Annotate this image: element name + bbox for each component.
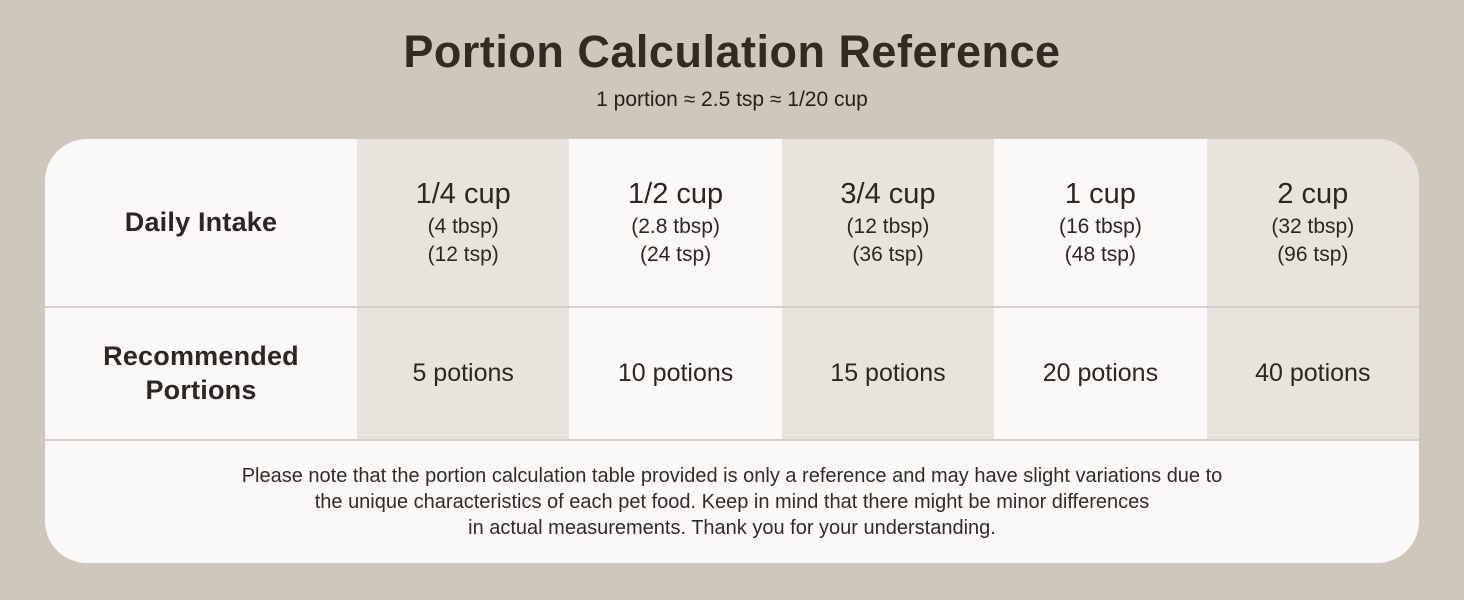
footnote-section: Please note that the portion calculation… bbox=[45, 438, 1419, 563]
portions-cell-two-cup: 40 potions bbox=[1206, 305, 1419, 439]
portions-value: 15 potions bbox=[830, 358, 946, 387]
portions-cell-three-quarter-cup: 15 potions bbox=[781, 305, 995, 439]
portion-table: Daily Intake 1/4 cup (4 tbsp) (12 tsp) 1… bbox=[45, 138, 1419, 563]
intake-cell-quarter-cup: 1/4 cup (4 tbsp) (12 tsp) bbox=[357, 138, 570, 306]
tsp-amount: (12 tsp) bbox=[427, 242, 499, 266]
tsp-amount: (36 tsp) bbox=[852, 242, 924, 266]
tsp-amount: (24 tsp) bbox=[639, 242, 712, 266]
page-title: Portion Calculation Reference bbox=[403, 26, 1061, 77]
cup-amount: 1 cup bbox=[1064, 177, 1136, 210]
portions-cell-quarter-cup: 5 potions bbox=[357, 305, 570, 439]
portions-cell-half-cup: 10 potions bbox=[569, 305, 782, 439]
portions-value: 10 potions bbox=[617, 358, 734, 387]
tbsp-amount: (2.8 tbsp) bbox=[631, 214, 720, 238]
portions-value: 40 potions bbox=[1255, 358, 1371, 387]
portions-value: 5 potions bbox=[412, 358, 514, 387]
intake-cell-three-quarter-cup: 3/4 cup (12 tbsp) (36 tsp) bbox=[781, 138, 995, 306]
intake-cell-half-cup: 1/2 cup (2.8 tbsp) (24 tsp) bbox=[569, 139, 781, 306]
portions-value: 20 potions bbox=[1042, 358, 1159, 387]
cup-amount: 1/4 cup bbox=[415, 177, 511, 210]
tsp-amount: (96 tsp) bbox=[1277, 242, 1349, 266]
tsp-amount: (48 tsp) bbox=[1064, 242, 1136, 266]
daily-intake-header-cell: Daily Intake bbox=[45, 139, 357, 306]
cup-amount: 2 cup bbox=[1277, 177, 1349, 210]
cup-amount: 1/2 cup bbox=[628, 177, 724, 210]
cup-amount: 3/4 cup bbox=[840, 177, 936, 210]
intake-cell-two-cup: 2 cup (32 tbsp) (96 tsp) bbox=[1206, 138, 1419, 306]
tbsp-amount: (12 tbsp) bbox=[846, 214, 930, 238]
portions-cell-one-cup: 20 potions bbox=[994, 305, 1207, 439]
recommended-portions-header-cell: Recommended Portions bbox=[45, 305, 357, 439]
recommended-portions-label: Recommended Portions bbox=[103, 341, 299, 405]
page-header: Portion Calculation Reference 1 portion … bbox=[0, 0, 1464, 112]
tbsp-amount: (32 tbsp) bbox=[1271, 214, 1355, 238]
tbsp-amount: (16 tbsp) bbox=[1058, 214, 1142, 238]
footnote-text: Please note that the portion calculation… bbox=[241, 464, 1223, 539]
tbsp-amount: (4 tbsp) bbox=[427, 214, 499, 238]
daily-intake-label: Daily Intake bbox=[124, 207, 278, 237]
intake-cell-one-cup: 1 cup (16 tbsp) (48 tsp) bbox=[994, 139, 1206, 306]
page-subtitle: 1 portion ≈ 2.5 tsp ≈ 1/20 cup bbox=[596, 87, 868, 111]
